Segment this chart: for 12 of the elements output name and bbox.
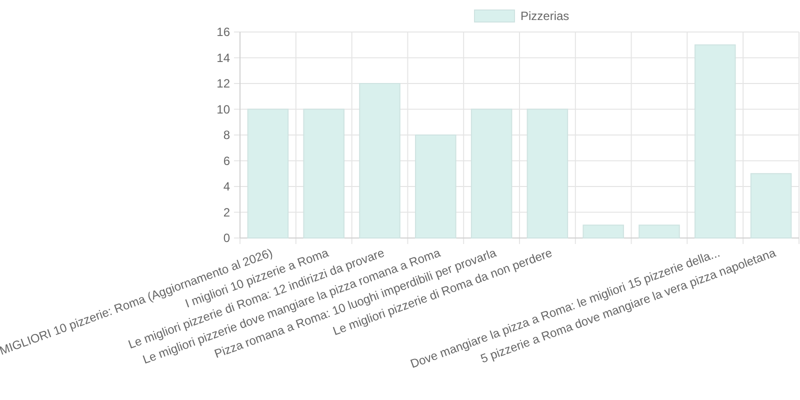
- y-tick-label: 2: [223, 205, 230, 220]
- y-tick-label: 8: [223, 128, 230, 142]
- bar: [638, 224, 680, 238]
- y-tick-label: 16: [216, 25, 230, 40]
- y-tick-label: 0: [223, 231, 230, 246]
- y-tick-label: 4: [223, 180, 230, 194]
- y-tick-label: 14: [216, 50, 230, 65]
- y-tick-label: 12: [216, 76, 230, 91]
- y-tick-label: 10: [216, 102, 230, 116]
- y-tick-label: 6: [223, 154, 230, 168]
- bar: [582, 224, 624, 238]
- legend-label: Pizzerias: [520, 9, 570, 24]
